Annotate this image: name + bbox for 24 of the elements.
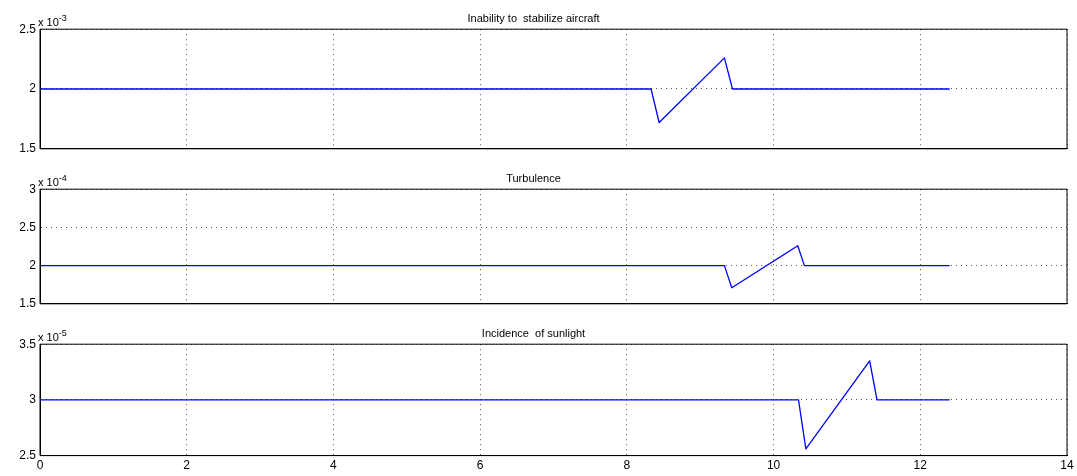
chart-title: Turbulence — [506, 171, 561, 184]
y-tick-label: 3.5 — [19, 336, 37, 351]
y-tick-label: 1.5 — [19, 296, 37, 311]
x-tick-label: 2 — [183, 458, 191, 473]
y-tick-label: 3 — [29, 181, 37, 196]
text: x 10$^{-5}$ — [38, 328, 67, 343]
x-tick-label: 10 — [766, 458, 781, 473]
text: x 10$^{-3}$ — [38, 13, 67, 28]
y-tick-label: 2.5 — [19, 219, 37, 234]
x-tick-label: 8 — [623, 458, 631, 473]
x-tick-label: 4 — [330, 458, 338, 473]
chart-title: Inability to stabilize aircraft — [467, 11, 600, 24]
y-tick-label: 2.5 — [19, 447, 37, 462]
y-tick-label: 1.5 — [19, 141, 37, 156]
y-tick-label: 2 — [29, 81, 37, 96]
y-tick-label: 2 — [29, 257, 37, 272]
y-tick-label: 3 — [29, 392, 37, 407]
x-tick-label: 14 — [1060, 458, 1074, 473]
y-tick-label: 2.5 — [19, 21, 37, 36]
text: x 10$^{-4}$ — [38, 173, 67, 188]
chart-title: Incidence of sunlight — [481, 326, 586, 339]
x-tick-label: 0 — [36, 458, 44, 473]
x-tick-label: 6 — [476, 458, 484, 473]
x-tick-label: 12 — [913, 458, 928, 473]
